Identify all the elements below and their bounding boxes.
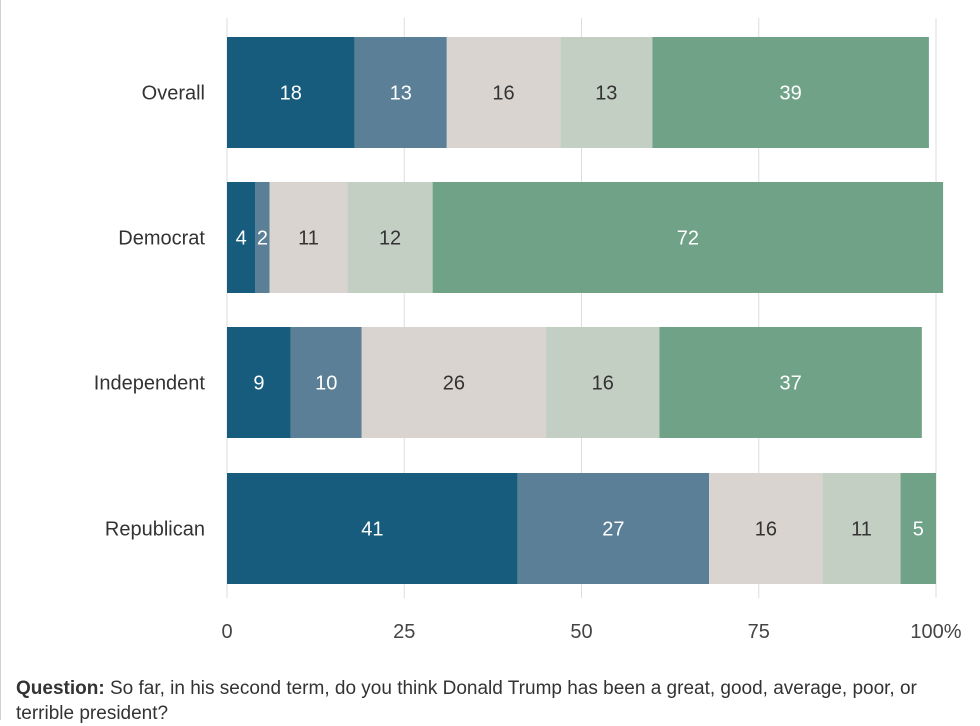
bars [227,37,944,584]
x-tick-label: 50 [570,621,592,643]
bar-segment [227,182,256,293]
bar-segment [354,37,447,148]
data-label: 26 [443,373,465,395]
category-label: Independent [94,373,206,395]
category-label: Overall [142,83,205,105]
bar-segment [269,182,348,293]
bar-segment [347,182,433,293]
data-label: 16 [492,83,514,105]
bar-segment [432,182,944,293]
bar-segment [822,473,901,584]
category-label: Republican [105,519,205,541]
bar-segment [227,473,518,584]
bar-segment [517,473,710,584]
data-label: 5 [913,519,924,541]
data-label: 2 [257,228,268,250]
data-label: 18 [280,83,302,105]
bar-segment [659,327,922,438]
chart-frame-border [0,0,1,720]
stacked-bar-chart: Overall 18 13 16 13 39 Democrat 4 2 11 12 72 Indepen… [94,18,962,643]
bar-segment [709,473,823,584]
bar-segment [227,327,291,438]
bar-segment [227,37,355,148]
data-label: 4 [236,228,247,250]
data-label: 41 [361,519,383,541]
bar-segment [255,182,270,293]
bar-segment [652,37,929,148]
data-label: 10 [315,373,337,395]
data-label: 11 [851,519,872,541]
data-label: 9 [253,373,264,395]
x-tick-label: 75 [748,621,770,643]
question-footnote: Question: So far, in his second term, do… [16,676,966,726]
data-label: 72 [677,228,699,250]
x-tick-label: 0 [221,621,232,643]
data-label: 13 [595,83,617,105]
bar-segment [446,37,561,148]
bar-segment [361,327,547,438]
question-label: Question: [16,678,105,699]
category-label: Democrat [118,228,205,250]
x-axis-ticks: 0 25 50 75 100% [221,621,961,643]
data-label: 16 [755,519,777,541]
data-label: 12 [379,228,401,250]
data-label: 39 [780,83,802,105]
x-tick-label: 100% [910,621,961,643]
question-text: So far, in his second term, do you think… [16,678,917,724]
bar-segment [900,473,936,584]
labels: Overall 18 13 16 13 39 Democrat 4 2 11 12 72 Indepen… [94,83,924,541]
data-label: 16 [592,373,614,395]
bar-segment [290,327,362,438]
bar-segment [560,37,653,148]
data-label: 27 [602,519,624,541]
data-label: 13 [390,83,412,105]
x-tick-label: 25 [393,621,415,643]
data-label: 37 [780,373,802,395]
data-label: 11 [298,228,319,250]
bar-segment [546,327,660,438]
